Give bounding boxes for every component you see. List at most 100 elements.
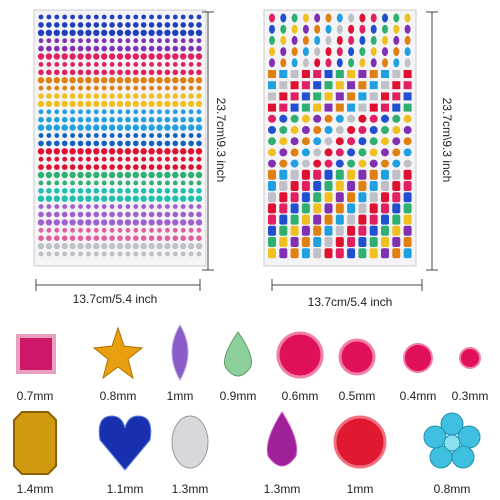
rhinestone <box>125 62 131 67</box>
rhinestone <box>101 242 108 250</box>
rhinestone <box>132 195 139 202</box>
rhinestone <box>116 100 124 108</box>
rhinestone <box>381 169 389 180</box>
rhinestone <box>195 53 203 60</box>
gem-size-label: 0.6mm <box>282 389 319 403</box>
rhinestone <box>124 148 132 155</box>
rhinestone <box>46 188 52 194</box>
rhinestone <box>196 69 202 76</box>
rhinestone <box>69 69 76 76</box>
rhinestone <box>78 156 83 162</box>
rhinestone <box>61 77 68 84</box>
rhinestone <box>69 124 76 131</box>
rhinestone <box>314 35 321 45</box>
rhinestone <box>117 188 123 194</box>
rhinestone <box>61 53 68 60</box>
rhinestone <box>149 133 155 138</box>
rhinestone <box>37 124 45 131</box>
rhinestone <box>101 62 107 67</box>
rhinestone <box>53 100 60 108</box>
rhinestone <box>172 53 179 60</box>
rhinestone <box>132 242 139 250</box>
rhinestone <box>38 38 44 44</box>
rhinestone <box>37 100 45 108</box>
rhinestone <box>77 219 84 226</box>
rhinestone <box>124 171 132 179</box>
rhinestone <box>140 171 147 179</box>
rhinestone <box>124 195 132 202</box>
rhinestone <box>117 140 123 147</box>
rhinestone <box>140 124 147 131</box>
rhinestone <box>393 24 400 34</box>
rhinestone <box>302 58 309 68</box>
rhinestone <box>359 58 366 68</box>
rhinestone <box>116 171 124 179</box>
rhinestone <box>46 204 52 210</box>
rhinestone <box>403 126 412 134</box>
rhinestone <box>268 114 276 123</box>
rhinestone <box>45 195 53 202</box>
rhinestone <box>188 45 194 52</box>
rhinestone <box>85 93 92 99</box>
rhinestone <box>93 164 100 170</box>
rhinestone <box>85 164 92 170</box>
gem-teardrop <box>224 331 252 377</box>
rhinestone <box>86 109 91 115</box>
rhinestone <box>195 219 203 226</box>
rhinestone <box>358 192 367 203</box>
gem-flower <box>423 412 481 469</box>
rhinestone <box>156 195 163 202</box>
rhinestone <box>180 93 186 99</box>
gem-heart <box>98 415 152 471</box>
rhinestone <box>187 53 195 60</box>
rhinestone <box>279 203 288 214</box>
rhinestone <box>172 45 179 52</box>
rhinestone <box>101 77 108 84</box>
rhinestone <box>149 14 155 20</box>
rhinestone <box>336 24 343 34</box>
rhinestone <box>78 109 83 115</box>
rhinestone <box>156 235 163 241</box>
rhinestone <box>78 85 83 91</box>
rhinestone <box>149 38 155 44</box>
rhinestone <box>269 24 275 34</box>
rhinestone <box>38 180 44 186</box>
rhinestone <box>53 53 60 60</box>
rhinestone <box>124 242 132 250</box>
rhinestone <box>358 159 367 168</box>
rhinestone <box>172 251 178 257</box>
rhinestone <box>325 35 332 45</box>
rhinestone <box>164 124 171 131</box>
rhinestone <box>314 47 321 57</box>
rhinestone <box>93 133 99 138</box>
rhinestone <box>46 211 52 218</box>
rhinestone <box>54 45 60 52</box>
rhinestone <box>290 248 299 259</box>
rhinestone <box>37 242 45 250</box>
rhinestone <box>46 62 52 67</box>
rhinestone <box>45 100 53 108</box>
rhinestone <box>37 148 45 155</box>
rhinestone <box>124 53 132 60</box>
rhinestone <box>148 211 155 218</box>
rhinestone <box>279 148 288 157</box>
rhinestone <box>301 70 310 78</box>
rhinestone <box>54 251 60 257</box>
rhinestone <box>141 156 147 162</box>
rhinestone <box>313 237 322 247</box>
rhinestone <box>61 235 68 241</box>
rhinestone <box>116 53 124 60</box>
rhinestone <box>132 29 139 36</box>
rhinestone <box>62 227 68 233</box>
rhinestone <box>117 204 123 210</box>
rhinestone <box>324 114 333 123</box>
gem-size-label: 0.9mm <box>220 389 257 403</box>
rhinestone <box>301 192 310 203</box>
rhinestone <box>133 133 139 138</box>
rhinestone <box>347 92 356 101</box>
rhinestone <box>93 109 99 115</box>
rhinestone <box>101 29 108 36</box>
rhinestone <box>196 140 202 147</box>
rhinestone <box>101 211 107 218</box>
